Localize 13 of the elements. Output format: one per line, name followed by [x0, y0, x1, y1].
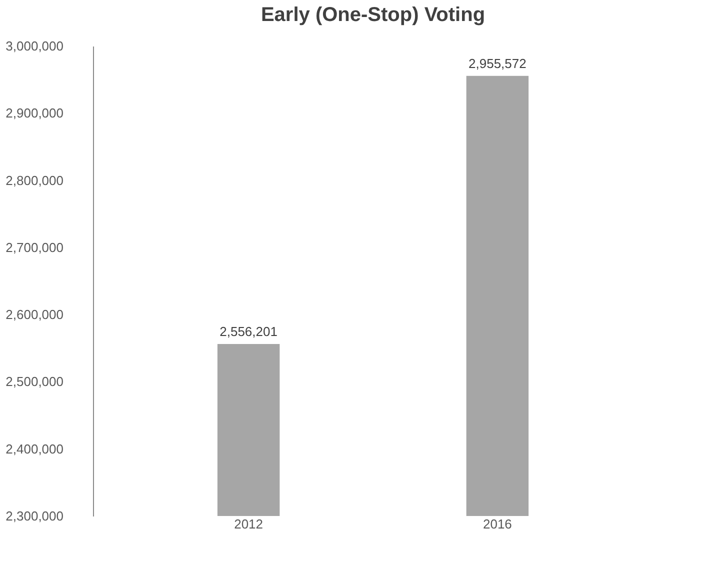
y-tick-label: 2,300,000 [6, 508, 64, 524]
x-tick-label: 2012 [234, 516, 264, 532]
y-tick-label: 3,000,000 [6, 38, 64, 54]
x-tick-label: 2016 [482, 516, 512, 532]
y-tick-label: 2,900,000 [6, 106, 64, 121]
y-tick-label: 2,400,000 [6, 441, 64, 456]
chart-title: Early (One-Stop) Voting [260, 4, 486, 26]
y-tick-label: 2,600,000 [6, 307, 64, 322]
y-tick-label: 2,700,000 [6, 240, 64, 255]
y-tick-label: 2,800,000 [6, 172, 64, 188]
data-label: 2,556,201 [220, 324, 278, 339]
data-label: 2,955,572 [468, 56, 526, 71]
y-tick-label: 2,500,000 [6, 374, 64, 390]
